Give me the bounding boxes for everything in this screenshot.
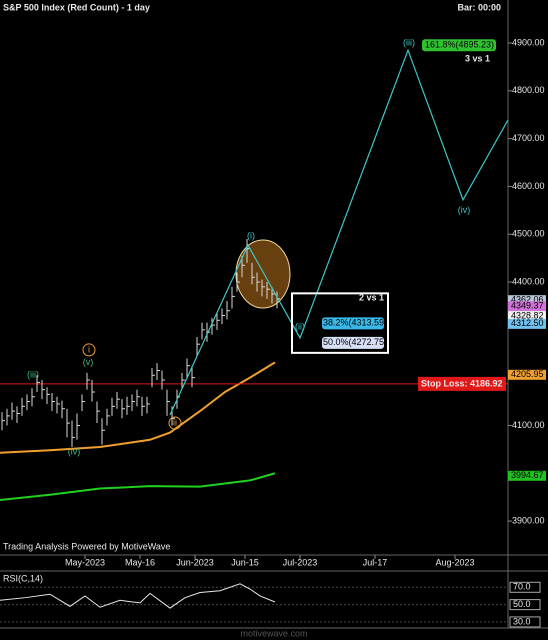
y-tick-label: 4900.00 (512, 37, 545, 47)
x-tick-label: Aug-2023 (435, 557, 474, 567)
price-marker (508, 369, 546, 380)
y-tick-box (509, 616, 541, 628)
price-marker (508, 470, 546, 481)
y-tick-label: 70.0 (513, 582, 531, 592)
x-tick-label: Jun-15 (231, 557, 259, 567)
price-marker-label: 4312.50 (511, 318, 544, 328)
y-tick-label: 4400.00 (512, 276, 545, 286)
wave-label: (iii) (27, 370, 39, 380)
target-label: 161.8%(4895.23) (425, 40, 494, 50)
price-marker (508, 311, 546, 322)
bar-time: Bar: 00:00 (457, 2, 501, 12)
rsi-line (0, 583, 276, 609)
stop-loss-badge (418, 376, 506, 391)
moving-average (0, 472, 276, 502)
y-tick-box (509, 581, 541, 593)
wave-label: (iv) (458, 205, 471, 215)
rsi-title: RSI(C,14) (3, 573, 43, 583)
y-tick-label: 4800.00 (512, 85, 545, 95)
y-tick-label: 4700.00 (512, 133, 545, 143)
price-marker-label: 4349.37 (511, 301, 544, 311)
powered-by: Trading Analysis Powered by MotiveWave (3, 541, 170, 551)
price-marker-label: 4205.95 (511, 369, 544, 379)
wave-label: (i) (247, 231, 255, 241)
wave-label: (iii) (403, 37, 415, 47)
target-badge (422, 39, 496, 52)
highlight-ellipse (235, 239, 291, 309)
price-marker-label: 3994.67 (511, 470, 544, 480)
price-marker (508, 301, 546, 312)
y-tick-label: 3900.00 (512, 515, 545, 525)
wave-label: (ii) (295, 321, 305, 331)
wave-circle (82, 343, 96, 357)
x-tick-label: May-16 (125, 557, 155, 567)
fib-box (291, 292, 389, 354)
wave-circle (168, 416, 182, 430)
stop-loss-label: Stop Loss: 4186.92 (421, 378, 503, 388)
y-tick-label: 4100.00 (512, 420, 545, 430)
x-tick-label: Jun-2023 (176, 557, 214, 567)
fib-label: 50.0%(4272.75) (323, 337, 387, 347)
fib-level (322, 336, 384, 349)
fib-title: 2 vs 1 (359, 293, 384, 303)
x-tick-label: Jul-17 (363, 557, 388, 567)
price-marker-label: 4362.06 (511, 295, 544, 305)
y-tick-label: 4500.00 (512, 229, 545, 239)
wave-label: ii (173, 417, 177, 427)
price-marker-label: 4328.82 (511, 310, 544, 320)
wave-label: (iv) (68, 447, 81, 457)
chart-title: S&P 500 Index (Red Count) - 1 day (3, 2, 150, 12)
wave-projection (169, 48, 509, 416)
fib-label: 38.2%(4313.59) (323, 318, 387, 328)
wave-label: i (88, 344, 90, 354)
price-marker (508, 295, 546, 306)
watermark: motivewave.com (240, 628, 307, 638)
y-tick-label: 4600.00 (512, 181, 545, 191)
fib-level (322, 317, 384, 330)
y-tick-box (509, 599, 541, 611)
price-marker (508, 318, 546, 329)
x-tick-label: Jul-2023 (283, 557, 318, 567)
moving-average (0, 361, 276, 454)
target-note: 3 vs 1 (465, 54, 490, 64)
y-tick-label: 30.0 (513, 616, 531, 626)
x-tick-label: May-2023 (65, 557, 105, 567)
y-tick-label: 50.0 (513, 599, 531, 609)
wave-label: (v) (83, 357, 94, 367)
